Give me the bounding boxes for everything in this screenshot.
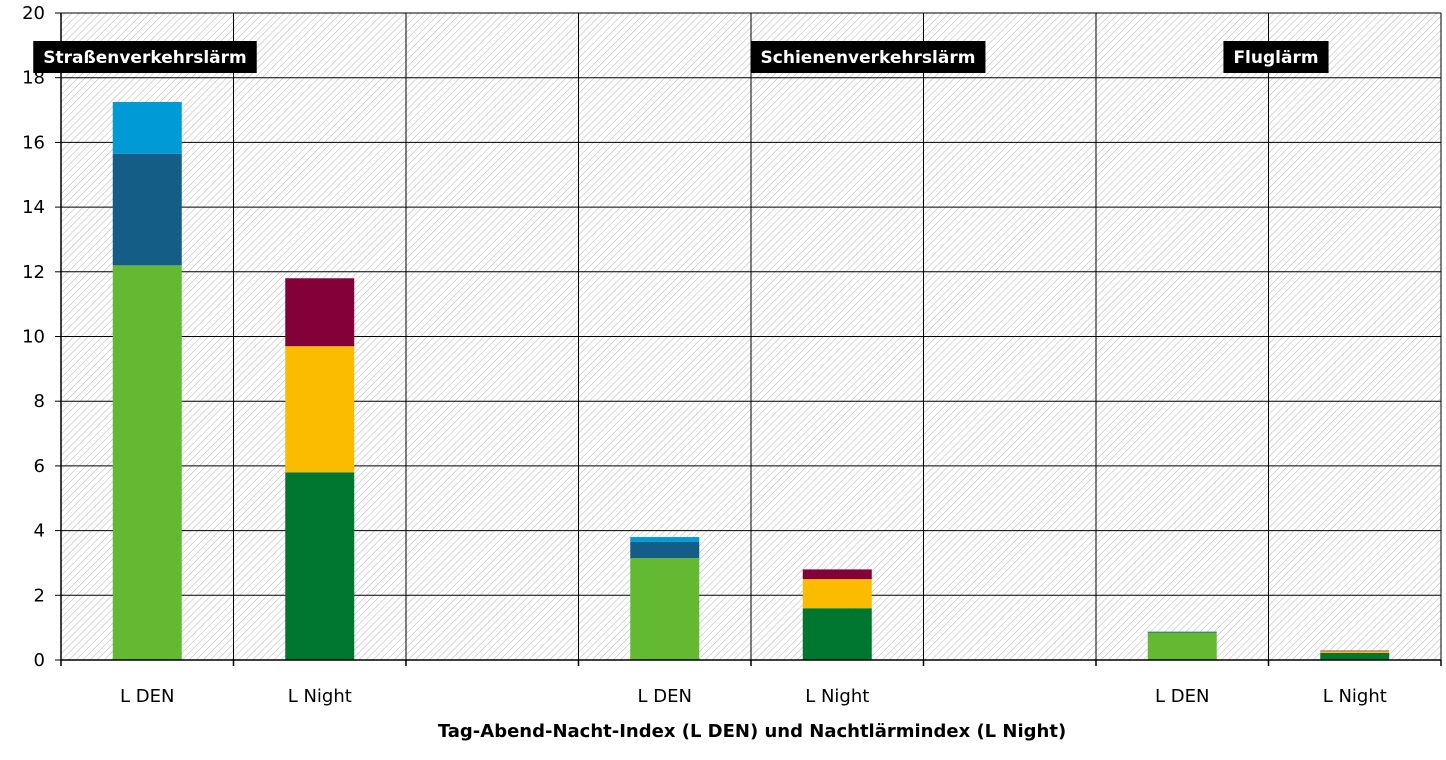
y-tick-label: 4 <box>34 521 45 542</box>
bar-segment <box>630 542 699 558</box>
x-category-label: L Night <box>1323 686 1387 707</box>
group-label: Fluglärm <box>1233 48 1318 68</box>
y-tick-label: 20 <box>22 3 45 24</box>
bar-segment <box>285 472 354 660</box>
y-tick-label: 12 <box>22 262 45 283</box>
bar-segment <box>803 569 872 579</box>
bar-segment <box>285 278 354 346</box>
bar-segment <box>113 265 182 660</box>
y-tick-label: 2 <box>34 585 45 606</box>
bar-segment <box>1148 633 1217 660</box>
bar-segment <box>113 154 182 266</box>
y-tick-label: 14 <box>22 197 45 218</box>
y-tick-label: 0 <box>34 650 45 671</box>
x-axis-title: Tag-Abend-Nacht-Index (L DEN) und Nachtl… <box>438 721 1066 742</box>
x-category-label: L Night <box>288 686 352 707</box>
group-label: Schienenverkehrslärm <box>761 48 976 68</box>
y-tick-label: 6 <box>34 456 45 477</box>
y-tick-label: 10 <box>22 327 45 348</box>
x-category-label: L Night <box>805 686 869 707</box>
bar-segment <box>1320 651 1389 653</box>
bar-segment <box>113 102 182 154</box>
bar-segment <box>630 537 699 542</box>
y-tick-label: 8 <box>34 391 45 412</box>
y-tick-label: 16 <box>22 132 45 153</box>
x-category-label: L DEN <box>120 686 174 707</box>
bar-segment <box>1320 653 1389 660</box>
bar-segment <box>285 346 354 472</box>
x-category-label: L DEN <box>638 686 692 707</box>
bar-segment <box>1320 651 1389 652</box>
x-category-label: L DEN <box>1155 686 1209 707</box>
bar-segment <box>803 579 872 608</box>
bar-segment <box>630 558 699 660</box>
group-label: Straßenverkehrslärm <box>43 48 246 68</box>
bar-segment <box>803 608 872 660</box>
bar-segment <box>1148 632 1217 633</box>
